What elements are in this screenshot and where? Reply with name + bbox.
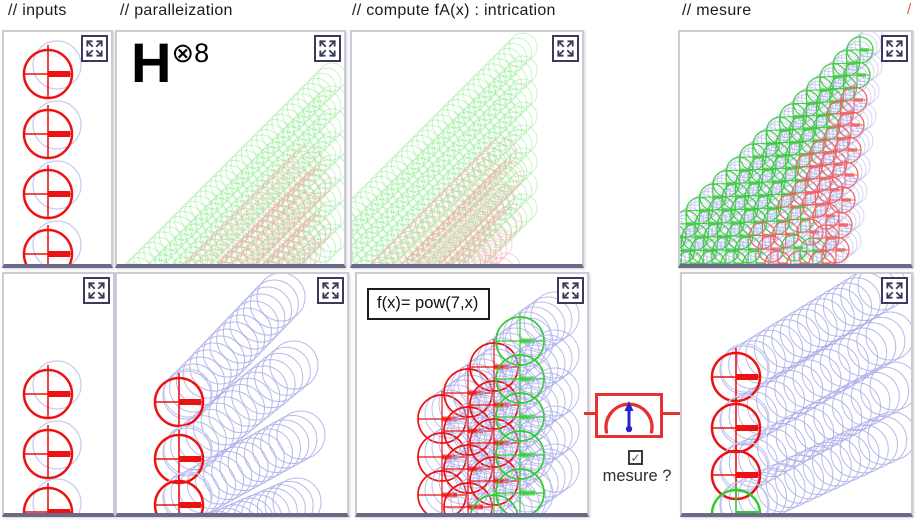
section-header-compute: // compute fA(x) : intrication: [352, 2, 556, 19]
expand-button[interactable]: [83, 277, 110, 304]
gauge-wire-right: [660, 412, 680, 415]
mesure-checkbox[interactable]: ✓: [628, 450, 643, 465]
compute-bottom-canvas: [417, 291, 580, 513]
compute-top-canvas: [352, 32, 538, 264]
expand-arrows-icon: [562, 282, 579, 299]
expand-arrows-icon: [88, 282, 105, 299]
function-label: f(x)= pow(7,x): [367, 288, 491, 320]
expand-button[interactable]: [881, 35, 908, 62]
section-header-mesure: // mesure: [682, 2, 752, 19]
tensor-product-icon: ⊗: [171, 38, 195, 68]
section-header-parallelization: // paralleization: [120, 2, 233, 19]
panel-mesure-bottom: [680, 272, 913, 517]
mesure-bottom-canvas: [710, 274, 911, 513]
panel-compute-bottom: f(x)= pow(7,x): [355, 272, 589, 517]
cutoff-header-fragment: /: [907, 1, 912, 18]
parallelization-bottom-canvas: [153, 274, 326, 513]
mesure-checkbox-label: mesure ?: [602, 467, 672, 485]
panel-compute-top: [350, 30, 584, 268]
expand-button[interactable]: [317, 277, 344, 304]
h-gate-symbol: H: [131, 31, 172, 94]
expand-arrows-icon: [319, 40, 336, 57]
h-gate-exponent: 8: [194, 38, 210, 68]
gauge-dial-icon: [604, 401, 654, 434]
expand-arrows-icon: [86, 40, 103, 57]
inputs-bottom-canvas: [22, 360, 82, 513]
panel-parallelization: H ⊗ 8: [115, 30, 346, 268]
section-header-inputs: // inputs: [8, 2, 67, 19]
expand-button[interactable]: [557, 277, 584, 304]
hadamard-gate-label: H ⊗ 8: [131, 31, 210, 94]
checkmark-icon: ✓: [630, 450, 641, 465]
expand-button[interactable]: [314, 35, 341, 62]
expand-arrows-icon: [322, 282, 339, 299]
panel-inputs-bottom: [2, 272, 115, 517]
expand-button[interactable]: [881, 277, 908, 304]
expand-arrows-icon: [557, 40, 574, 57]
mesure-top-canvas: [680, 32, 886, 264]
panel-mesure-top: [678, 30, 913, 268]
parallelization-canvas: [125, 62, 344, 264]
panel-parallelization-bottom: [115, 272, 349, 517]
inputs-canvas: [22, 40, 82, 264]
measurement-gauge-icon: [595, 393, 663, 438]
gauge-wire-left: [584, 412, 597, 415]
panel-inputs: [2, 30, 113, 268]
expand-button[interactable]: [81, 35, 108, 62]
expand-arrows-icon: [886, 40, 903, 57]
expand-button[interactable]: [552, 35, 579, 62]
expand-arrows-icon: [886, 282, 903, 299]
